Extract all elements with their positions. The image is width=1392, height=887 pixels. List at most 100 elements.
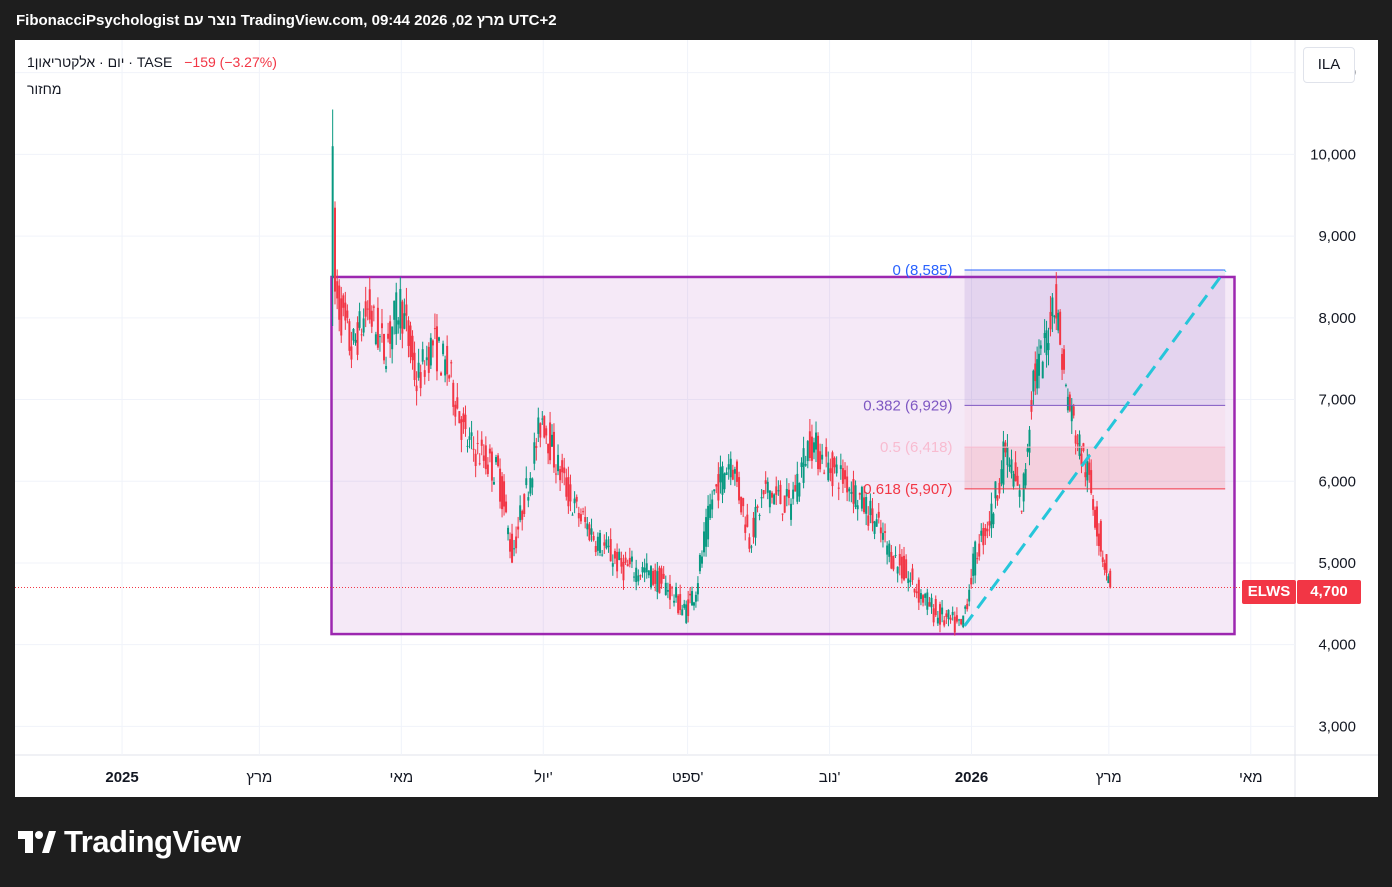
candle-body [947, 609, 950, 619]
candle-body [668, 583, 671, 600]
candle-body [397, 320, 400, 325]
candle-body [871, 508, 874, 524]
candle-body [415, 385, 418, 392]
candle-body [775, 486, 778, 495]
candle-body [360, 334, 363, 336]
candle-body [938, 604, 941, 625]
candle-body [966, 603, 969, 610]
candle-body [380, 323, 383, 329]
candle-body [601, 554, 604, 556]
candle-body [875, 519, 878, 527]
x-tick-label: 2025 [105, 769, 138, 786]
candle-body [831, 452, 834, 487]
candle-body [458, 411, 461, 424]
candle-body [482, 455, 485, 461]
candle-body [607, 545, 610, 547]
candle-body [968, 589, 971, 602]
candle-body [525, 478, 528, 486]
candle-body [660, 568, 663, 584]
candle-body [622, 561, 625, 581]
candle-body [405, 304, 408, 316]
candle-body [839, 465, 842, 470]
candle-body [869, 500, 872, 516]
candle-body [932, 608, 935, 623]
candle-body [881, 532, 884, 540]
volume-legend[interactable]: מחזור [27, 81, 62, 97]
fib-level-label: 0 (8,585) [892, 262, 952, 279]
candle-body [858, 492, 861, 495]
candle-body [385, 366, 388, 369]
candle-body [513, 548, 516, 550]
candle-body [698, 554, 701, 572]
candle-body [879, 527, 882, 534]
candle-body [980, 530, 983, 536]
y-tick-label: 7,000 [1318, 392, 1356, 409]
candle-body [823, 472, 826, 474]
candle-body [1038, 353, 1040, 376]
candle-body [462, 413, 465, 423]
candle-body [715, 484, 718, 487]
price-chart[interactable]: 3,000 4,000 5,000 6,000 7,000 8,000 9,000 10,00… [15, 40, 1378, 797]
candle-body [679, 594, 682, 611]
candle-body [484, 445, 487, 470]
candle-body [364, 301, 367, 317]
candle-body [641, 566, 644, 573]
candle-body [561, 460, 564, 473]
candle-body [391, 326, 394, 350]
candle-body [440, 372, 443, 376]
candle-body [628, 557, 631, 565]
candle-body [863, 497, 866, 513]
candle-body [1076, 443, 1079, 445]
candle-body [389, 321, 392, 344]
candle-body [633, 576, 636, 578]
currency-button[interactable]: ILA [1303, 47, 1355, 83]
candle-body [835, 464, 838, 474]
candle-body [992, 513, 995, 525]
candle-body [427, 346, 430, 373]
symbol-info[interactable]: 1יום · אלקטריאון · TASE [27, 54, 173, 70]
candle-body [705, 517, 708, 547]
candle-body [346, 310, 349, 318]
candle-body [656, 571, 659, 592]
candle-body [1026, 448, 1029, 452]
candle-body [905, 559, 908, 579]
candle-body [894, 554, 897, 556]
candle-body [1012, 473, 1015, 487]
candle-body [1097, 533, 1100, 547]
candle-body [354, 339, 357, 343]
candle-body [773, 494, 776, 505]
candle-body [529, 477, 532, 494]
candle-body [754, 507, 757, 538]
candle-body [639, 575, 642, 577]
candle-body [785, 488, 788, 497]
candle-body [503, 481, 506, 507]
candle-body [996, 495, 999, 501]
candle-body [1053, 315, 1056, 318]
candle-body [594, 546, 597, 553]
candle-body [488, 448, 491, 454]
candle-body [846, 476, 849, 493]
candle-body [1092, 499, 1095, 510]
candle-body [495, 457, 498, 463]
candle-body [913, 588, 916, 593]
candle-body [790, 503, 793, 520]
candle-body [687, 599, 690, 617]
candle-body [873, 521, 876, 534]
fib-level-label: 0.618 (5,907) [863, 481, 952, 498]
candle-body [474, 453, 477, 467]
candle-body [433, 328, 436, 330]
candle-body [1070, 405, 1073, 422]
chart-panel[interactable]: 3,000 4,000 5,000 6,000 7,000 8,000 9,000 10,00… [15, 40, 1378, 797]
tradingview-wordmark: TradingView [64, 824, 241, 859]
candle-body [370, 310, 373, 327]
candle-body [356, 322, 359, 355]
candle-body [970, 577, 973, 585]
candle-body [557, 454, 560, 472]
symbol-legend[interactable]: 1יום · אלקטריאון · TASE −159 (−3.27%) [27, 54, 277, 70]
candle-body [584, 517, 587, 522]
candle-body [860, 486, 863, 509]
candle-body [352, 328, 355, 341]
candle-body [517, 526, 520, 530]
candle-body [620, 557, 623, 567]
candle-body [1068, 394, 1071, 411]
